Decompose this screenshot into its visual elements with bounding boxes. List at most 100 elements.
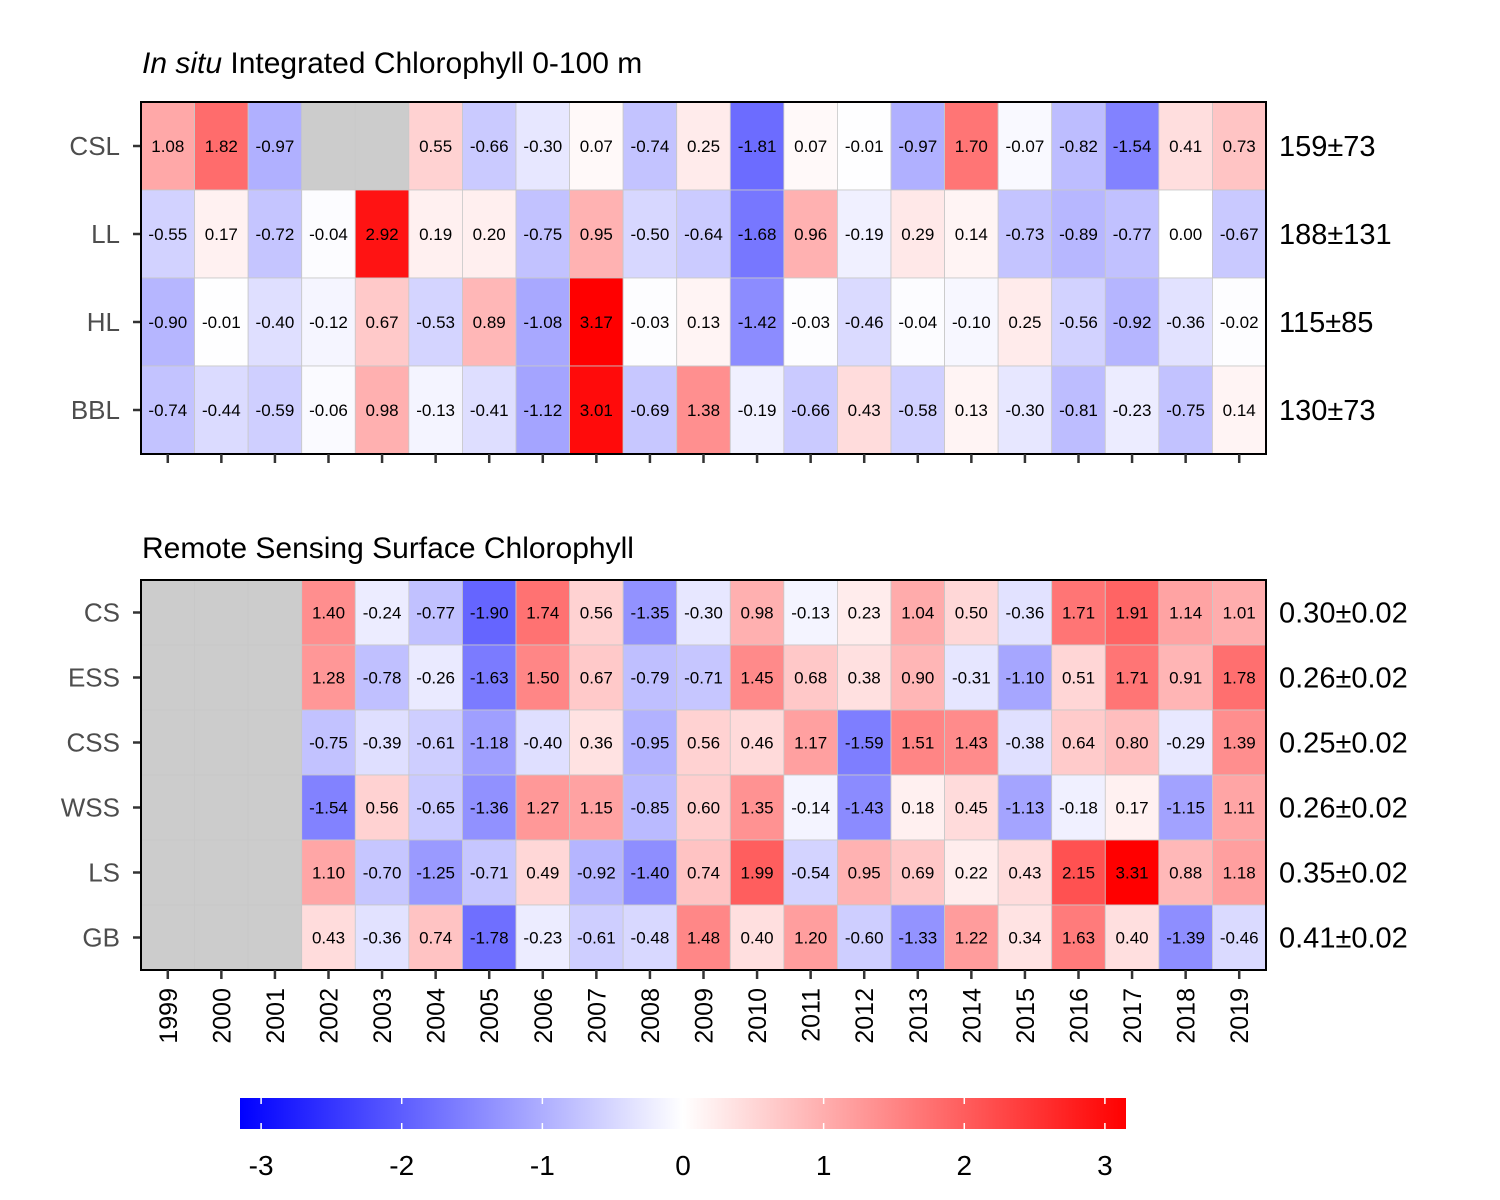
heatmap-cell — [140, 277, 195, 367]
cell-value-label: -0.36 — [363, 929, 402, 948]
heatmap-cell — [676, 904, 731, 971]
row-label: GB — [82, 923, 120, 953]
colorbar: -3 -2 -1 0 1 2 3 — [240, 1098, 1126, 1181]
heatmap-cell — [462, 189, 517, 279]
cell-value-label: -0.53 — [416, 313, 455, 332]
row-label: LS — [88, 858, 120, 888]
heatmap-cell — [944, 365, 999, 455]
cell-value-label: -0.18 — [1059, 799, 1098, 818]
heatmap-cell — [140, 365, 195, 455]
cell-value-label: 0.43 — [848, 401, 881, 420]
heatmap-cell — [408, 774, 463, 841]
heatmap-cell — [408, 101, 463, 191]
cell-value-label: 1.20 — [794, 929, 827, 948]
cell-value-label: 1.43 — [955, 734, 988, 753]
row-label: ESS — [68, 663, 120, 693]
heatmap-cell — [408, 904, 463, 971]
cell-value-label: -0.29 — [1166, 734, 1205, 753]
year-tick-label: 2003 — [369, 988, 397, 1044]
heatmap-cell — [890, 189, 945, 279]
heatmap-cell — [1212, 839, 1267, 906]
row-mean-label: 0.26±0.02 — [1279, 793, 1408, 825]
heatmap-cell — [676, 774, 731, 841]
heatmap-cell — [1158, 904, 1213, 971]
heatmap-cell — [247, 709, 303, 776]
heatmap-cell — [247, 904, 303, 971]
heatmap-cell — [354, 277, 410, 367]
heatmap-cell — [515, 839, 570, 906]
row-mean-label: 0.30±0.02 — [1279, 598, 1408, 630]
heatmap-cell — [140, 774, 195, 841]
colorbar-tick-label: 3 — [1097, 1150, 1113, 1181]
cell-value-label: -0.60 — [845, 929, 884, 948]
heatmap-cell — [944, 579, 999, 646]
heatmap-cell — [890, 365, 945, 455]
cell-value-label: -0.46 — [1220, 929, 1259, 948]
cell-value-label: -0.67 — [1220, 225, 1259, 244]
cell-value-label: 0.95 — [580, 225, 613, 244]
heatmap-cell — [1051, 839, 1106, 906]
heatmap-cell — [944, 644, 999, 711]
cell-value-label: -0.74 — [631, 137, 670, 156]
heatmap-cell — [462, 101, 517, 191]
cell-value-label: 1.22 — [955, 929, 988, 948]
year-tick-label: 2011 — [798, 988, 826, 1042]
cell-value-label: 0.14 — [1223, 401, 1256, 420]
heatmap-cell — [462, 904, 517, 971]
cell-value-label: -0.54 — [791, 864, 830, 883]
heatmap-cell — [676, 189, 731, 279]
cell-value-label: -0.79 — [631, 669, 670, 688]
heatmap-cell — [1158, 277, 1213, 367]
cell-value-label: -1.78 — [470, 929, 509, 948]
cell-value-label: 0.88 — [1169, 864, 1202, 883]
cell-value-label: 0.64 — [1062, 734, 1095, 753]
cell-value-label: -1.15 — [1166, 799, 1205, 818]
cell-value-label: -1.33 — [898, 929, 937, 948]
year-tick-label: 2017 — [1119, 988, 1147, 1044]
cell-value-label: 0.40 — [1116, 929, 1149, 948]
cell-value-label: -0.30 — [1006, 401, 1045, 420]
cell-value-label: -1.10 — [1006, 669, 1045, 688]
cell-value-label: -0.59 — [256, 401, 295, 420]
cell-value-label: 3.01 — [580, 401, 613, 420]
year-tick-label: 2016 — [1066, 988, 1094, 1044]
cell-value-label: 1.45 — [741, 669, 774, 688]
cell-value-label: -0.78 — [363, 669, 402, 688]
cell-value-label: 1.40 — [312, 604, 345, 623]
heatmap-cell — [837, 277, 892, 367]
cell-value-label: 0.56 — [366, 799, 399, 818]
heatmap-cell — [301, 904, 356, 971]
heatmap-cell — [462, 709, 517, 776]
cell-value-label: 1.50 — [526, 669, 559, 688]
heatmap-cell — [676, 365, 731, 455]
cell-value-label: 1.38 — [687, 401, 720, 420]
cell-value-label: -0.50 — [631, 225, 670, 244]
heatmap-cell — [783, 189, 838, 279]
cell-value-label: 0.43 — [1008, 864, 1041, 883]
heatmap-cell — [301, 774, 356, 841]
heatmap-cell — [837, 189, 892, 279]
heatmap-cell — [1104, 365, 1160, 455]
cell-value-label: 0.40 — [741, 929, 774, 948]
heatmap-cell — [194, 101, 249, 191]
cell-value-label: -0.75 — [1166, 401, 1205, 420]
cell-value-label: 0.69 — [901, 864, 934, 883]
cell-value-label: -0.04 — [898, 313, 937, 332]
cell-value-label: -1.42 — [738, 313, 777, 332]
year-tick-label: 2015 — [1012, 988, 1040, 1044]
heatmap-cell — [462, 774, 517, 841]
heatmap-cell — [1051, 101, 1106, 191]
heatmap-cell — [354, 774, 410, 841]
cell-value-label: 1.39 — [1223, 734, 1256, 753]
cell-value-label: -0.70 — [363, 864, 402, 883]
cell-value-label: -0.92 — [1113, 313, 1152, 332]
cell-value-label: -0.07 — [1006, 137, 1045, 156]
cell-value-label: -0.24 — [363, 604, 402, 623]
cell-value-label: -0.02 — [1220, 313, 1259, 332]
year-tick-label: 2010 — [744, 988, 772, 1044]
heatmap-cell — [997, 904, 1053, 971]
cell-value-label: -0.10 — [952, 313, 991, 332]
heatmap-cell — [837, 904, 892, 971]
cell-value-label: -0.01 — [202, 313, 241, 332]
